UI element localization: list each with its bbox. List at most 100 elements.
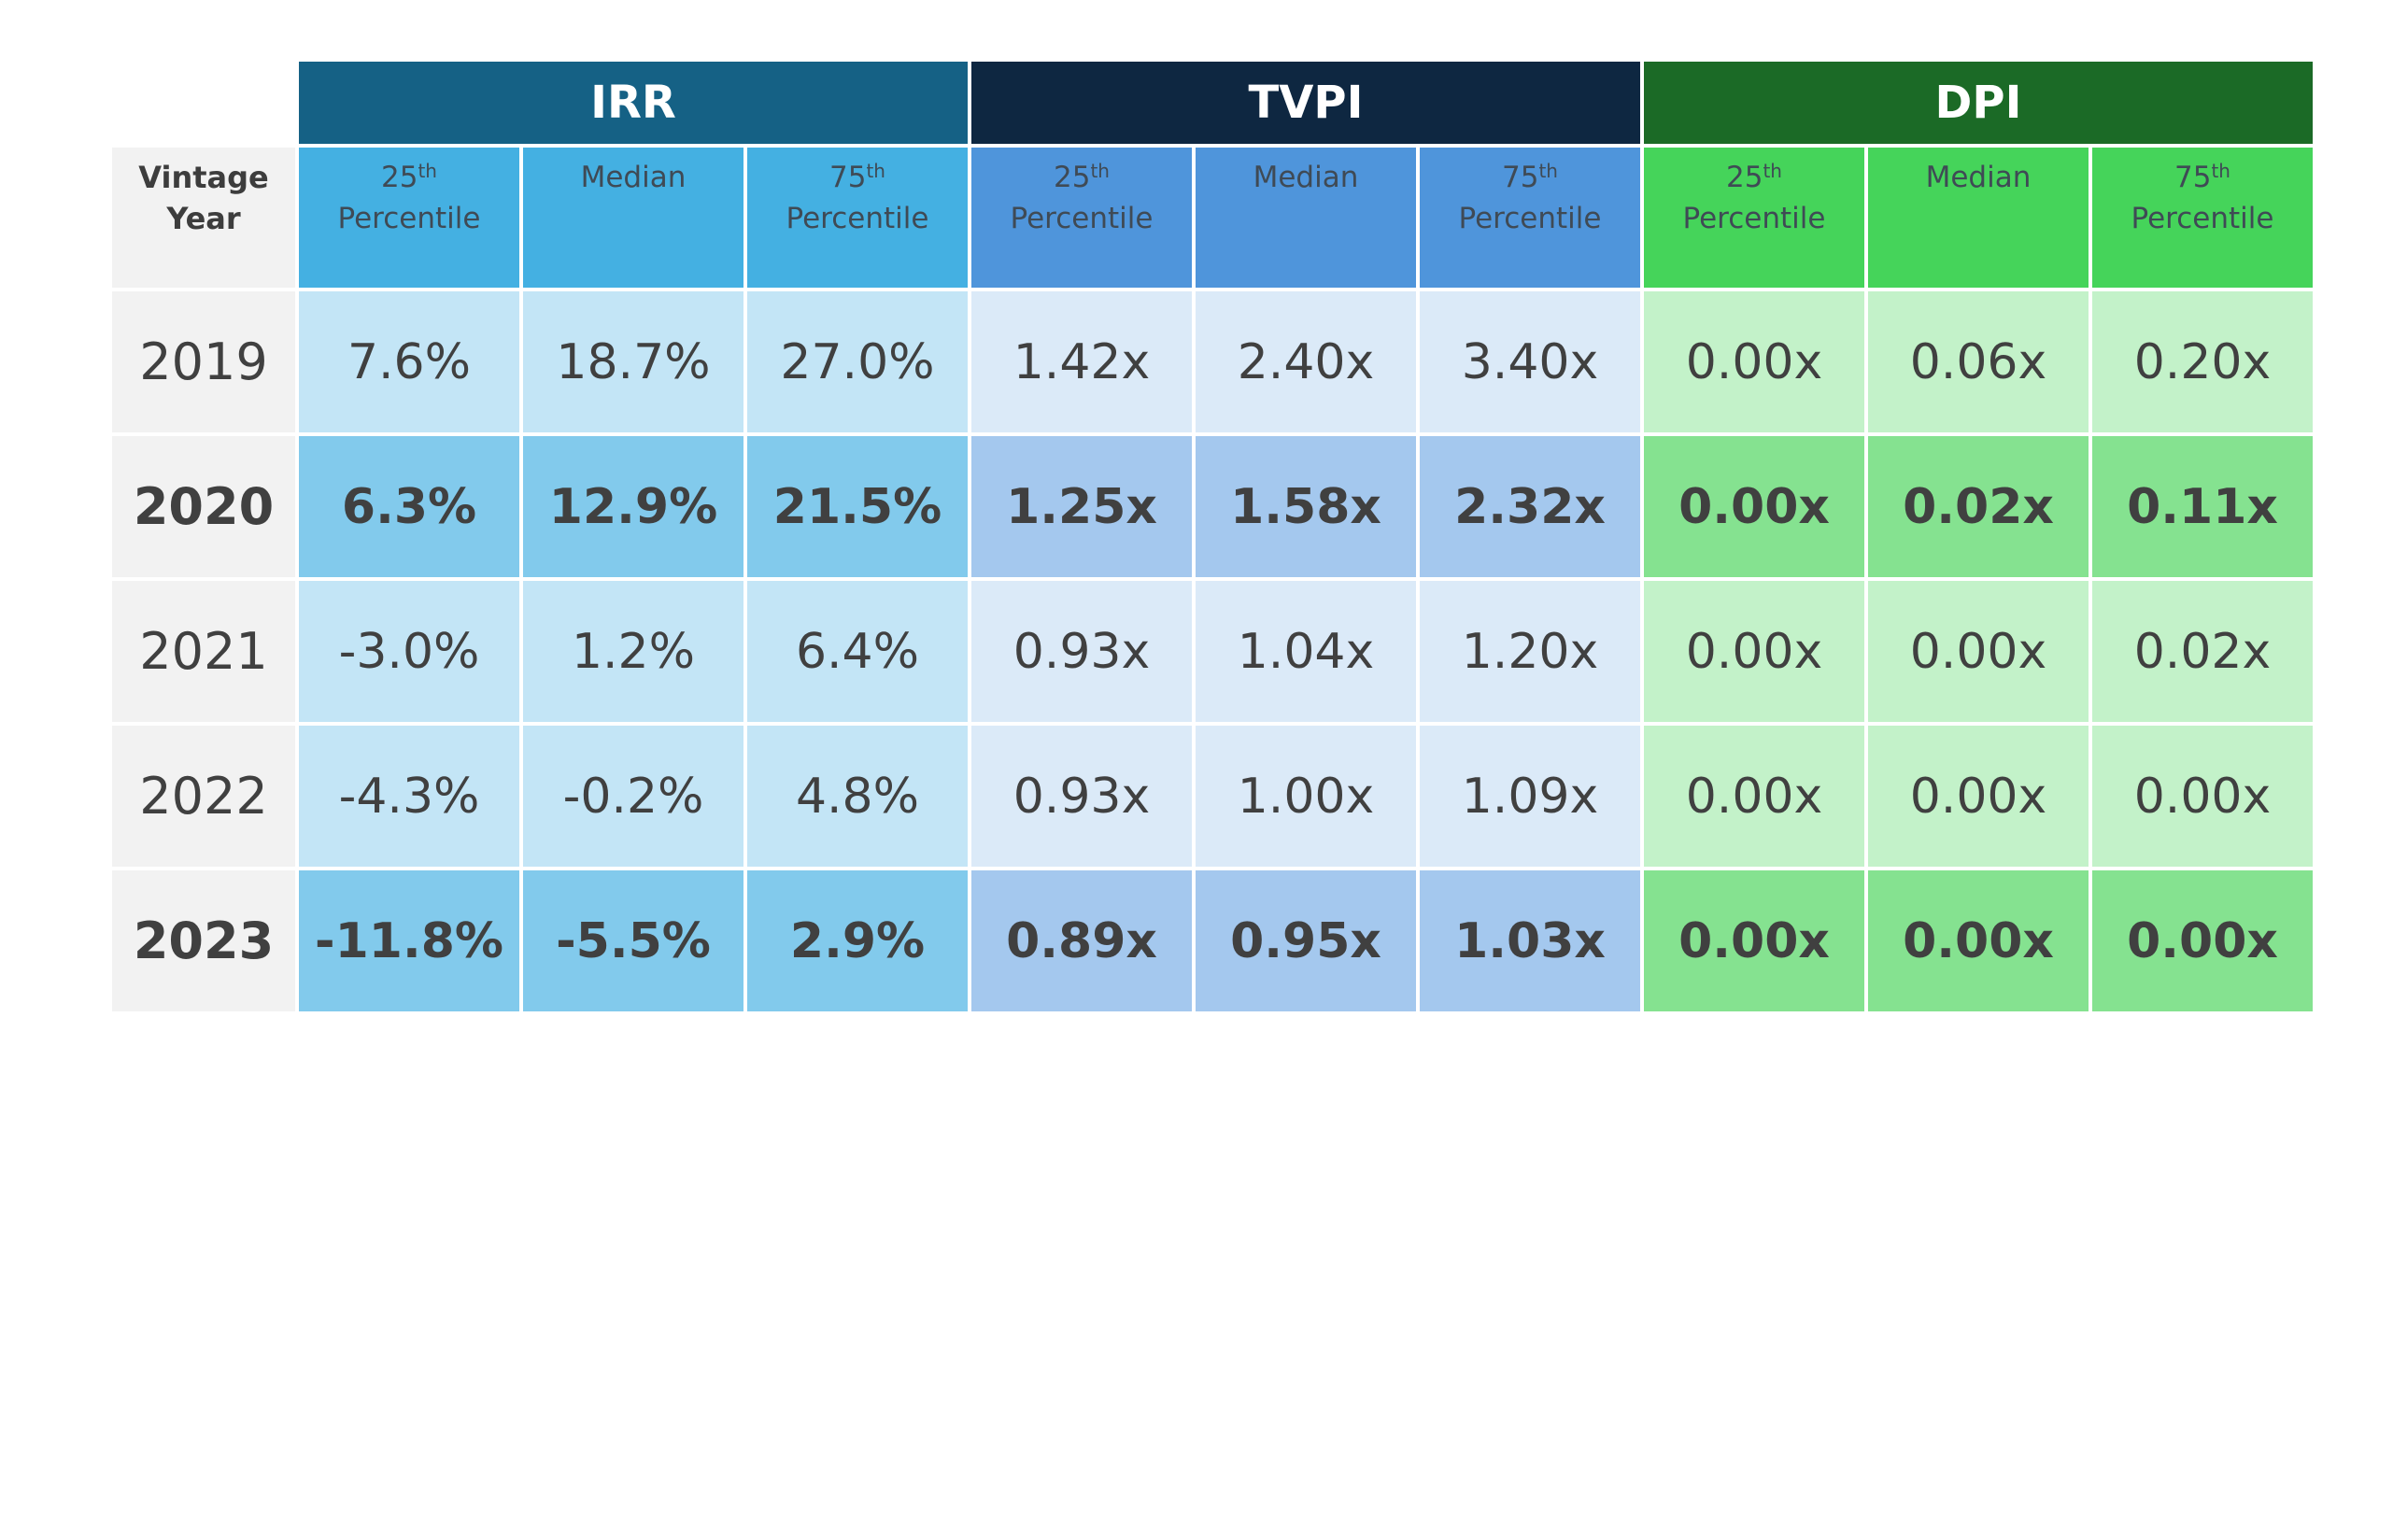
subheader-irr-0: 25th Percentile: [299, 148, 519, 288]
value-cell-dpi: 0.02x: [1868, 436, 2089, 577]
value-cell-tvpi: 1.00x: [1196, 726, 1416, 867]
vintage-year-cell: 2022: [112, 726, 295, 867]
value-cell-dpi: 0.00x: [1644, 436, 1864, 577]
value-label: 1.42x: [1012, 333, 1151, 390]
group-header-dpi: DPI: [1644, 62, 2313, 144]
value-label: 2.40x: [1237, 333, 1375, 390]
value-label: 0.00x: [1685, 623, 1823, 680]
value-cell-irr: 6.3%: [299, 436, 519, 577]
subheader-line2: Percentile: [786, 202, 929, 235]
value-label: 2.32x: [1454, 478, 1606, 535]
value-label: 0.00x: [1678, 478, 1830, 535]
value-cell-irr: 27.0%: [747, 291, 968, 432]
value-label: 0.00x: [1903, 912, 2054, 969]
value-cell-irr: -0.2%: [523, 726, 743, 867]
value-label: 2.9%: [789, 912, 926, 969]
performance-table: IRR TVPI DPI Vintage Year 25th Percentile Media…: [112, 62, 2313, 1011]
value-cell-tvpi: 2.32x: [1420, 436, 1640, 577]
value-label: 6.3%: [341, 478, 477, 535]
value-label: 0.00x: [1685, 333, 1823, 390]
value-label: 1.09x: [1461, 768, 1599, 825]
subheader-tvpi-0: 25th Percentile: [971, 148, 1192, 288]
value-cell-tvpi: 3.40x: [1420, 291, 1640, 432]
subheader-line2: Percentile: [1458, 202, 1602, 235]
group-header-irr: IRR: [299, 62, 968, 144]
value-label: -11.8%: [315, 912, 503, 969]
subheader-base: Median: [1253, 161, 1359, 194]
value-label: 6.4%: [795, 623, 920, 680]
subheader-line2: Percentile: [1682, 202, 1826, 235]
value-cell-irr: 2.9%: [747, 870, 968, 1011]
group-header-label: TVPI: [1248, 77, 1364, 129]
value-label: 1.00x: [1237, 768, 1375, 825]
value-label: 0.93x: [1012, 768, 1151, 825]
value-label: -3.0%: [338, 623, 480, 680]
value-label: 27.0%: [780, 333, 935, 390]
value-label: 0.00x: [1678, 912, 1830, 969]
corner-blank: [112, 62, 295, 144]
value-label: 7.6%: [347, 333, 472, 390]
year-label: 2022: [139, 767, 268, 826]
value-cell-dpi: 0.00x: [1644, 581, 1864, 722]
subheader-line: Median: [1253, 157, 1359, 198]
value-label: 3.40x: [1461, 333, 1599, 390]
value-cell-tvpi: 1.04x: [1196, 581, 1416, 722]
subheader-dpi-0: 25th Percentile: [1644, 148, 1864, 288]
value-label: 0.00x: [2127, 912, 2278, 969]
subheader-sup: th: [418, 160, 437, 182]
value-cell-irr: -5.5%: [523, 870, 743, 1011]
value-cell-tvpi: 1.20x: [1420, 581, 1640, 722]
value-cell-dpi: 0.00x: [1868, 726, 2089, 867]
value-label: 4.8%: [795, 768, 920, 825]
value-label: 1.03x: [1454, 912, 1606, 969]
vintage-year-header: Vintage Year: [112, 148, 295, 288]
vintage-year-cell: 2023: [112, 870, 295, 1011]
value-label: 0.00x: [1909, 768, 2047, 825]
value-label: 1.04x: [1237, 623, 1375, 680]
subheader-tvpi-1: Median: [1196, 148, 1416, 288]
vintage-header-line: Vintage: [138, 160, 269, 195]
subheader-base: 25: [381, 161, 418, 194]
subheader-line: 75th: [829, 157, 885, 198]
subheader-sup: th: [866, 160, 885, 182]
subheader-line: Median: [581, 157, 687, 198]
subheader-line: Median: [1926, 157, 2032, 198]
subheader-irr-2: 75th Percentile: [747, 148, 968, 288]
value-cell-dpi: 0.02x: [2092, 581, 2313, 722]
value-label: 1.2%: [571, 623, 696, 680]
value-cell-tvpi: 1.03x: [1420, 870, 1640, 1011]
value-cell-tvpi: 1.09x: [1420, 726, 1640, 867]
subheader-line2: Percentile: [1010, 202, 1154, 235]
subheader-base: 75: [1502, 161, 1539, 194]
value-cell-irr: 4.8%: [747, 726, 968, 867]
subheader-base: Median: [1925, 161, 2032, 194]
year-label: 2021: [139, 622, 268, 681]
value-cell-irr: 6.4%: [747, 581, 968, 722]
value-cell-dpi: 0.00x: [1644, 870, 1864, 1011]
subheader-sup: th: [1090, 160, 1110, 182]
value-cell-tvpi: 0.89x: [971, 870, 1192, 1011]
value-label: 0.95x: [1230, 912, 1381, 969]
value-cell-tvpi: 1.58x: [1196, 436, 1416, 577]
subheader-line2: Percentile: [337, 202, 481, 235]
value-cell-irr: -4.3%: [299, 726, 519, 867]
value-cell-irr: 21.5%: [747, 436, 968, 577]
vintage-year-cell: 2020: [112, 436, 295, 577]
group-header-label: IRR: [590, 77, 676, 129]
value-label: -4.3%: [338, 768, 480, 825]
value-cell-dpi: 0.20x: [2092, 291, 2313, 432]
value-label: 0.89x: [1006, 912, 1157, 969]
value-cell-dpi: 0.00x: [1644, 291, 1864, 432]
value-cell-tvpi: 1.42x: [971, 291, 1192, 432]
value-label: -5.5%: [556, 912, 711, 969]
subheader-sup: th: [1763, 160, 1782, 182]
subheader-line: 25th: [1726, 157, 1782, 198]
value-cell-irr: -3.0%: [299, 581, 519, 722]
subheader-line: 25th: [1054, 157, 1110, 198]
vintage-year-cell: 2019: [112, 291, 295, 432]
value-cell-tvpi: 0.95x: [1196, 870, 1416, 1011]
subheader-line2: Percentile: [2131, 202, 2274, 235]
value-cell-irr: -11.8%: [299, 870, 519, 1011]
subheader-dpi-2: 75th Percentile: [2092, 148, 2313, 288]
value-label: 18.7%: [556, 333, 711, 390]
